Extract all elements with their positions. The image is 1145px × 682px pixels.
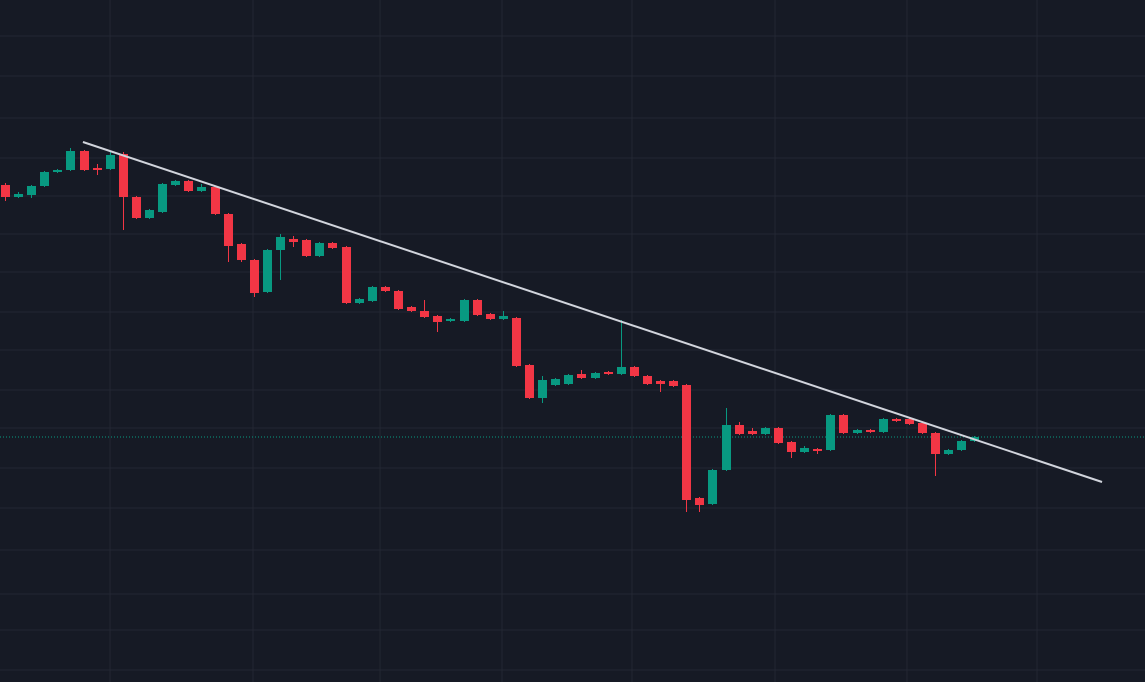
candle-body bbox=[695, 498, 704, 505]
candle-body bbox=[250, 260, 259, 293]
candle-body bbox=[276, 237, 285, 250]
candle-body bbox=[342, 247, 351, 303]
candle-body bbox=[905, 419, 914, 424]
candle-body bbox=[407, 307, 416, 311]
candle-body bbox=[604, 372, 613, 374]
candle-body bbox=[355, 299, 364, 303]
candle-body bbox=[813, 449, 822, 451]
candle-body bbox=[892, 419, 901, 421]
candle-body bbox=[473, 300, 482, 315]
candle-body bbox=[669, 381, 678, 386]
candle-body bbox=[722, 425, 731, 470]
candle-body bbox=[433, 316, 442, 322]
candle-body bbox=[551, 379, 560, 385]
candle-body bbox=[839, 415, 848, 433]
candle-body bbox=[853, 430, 862, 433]
candle-body bbox=[381, 287, 390, 291]
candle-body bbox=[106, 155, 115, 169]
candle-body bbox=[735, 425, 744, 434]
candle-body bbox=[577, 374, 586, 378]
candle-body bbox=[145, 210, 154, 218]
candle-body bbox=[486, 314, 495, 319]
candle-body bbox=[931, 433, 940, 454]
candle-body bbox=[171, 181, 180, 185]
candle-body bbox=[800, 448, 809, 452]
candle-body bbox=[499, 316, 508, 319]
candle-body bbox=[263, 250, 272, 292]
candle-body bbox=[211, 187, 220, 214]
candle-body bbox=[420, 311, 429, 317]
candle-body bbox=[1, 185, 10, 197]
candle-body bbox=[866, 430, 875, 432]
candle-body bbox=[774, 428, 783, 443]
candle-body bbox=[748, 431, 757, 434]
candle-body bbox=[289, 239, 298, 242]
candle-body bbox=[14, 194, 23, 197]
candle-body bbox=[617, 367, 626, 374]
candle-body bbox=[302, 240, 311, 256]
candle-body bbox=[66, 151, 75, 170]
candle-body bbox=[460, 300, 469, 321]
candle-body bbox=[512, 318, 521, 366]
candle-body bbox=[656, 381, 665, 384]
candle-body bbox=[224, 214, 233, 246]
candle-body bbox=[132, 197, 141, 218]
candle-body bbox=[591, 373, 600, 378]
candle-body bbox=[525, 365, 534, 398]
candle-body bbox=[538, 380, 547, 398]
candle-body bbox=[80, 151, 89, 170]
candle-body bbox=[119, 154, 128, 197]
candle-body bbox=[368, 287, 377, 301]
candle-body bbox=[53, 170, 62, 172]
candle-body bbox=[944, 450, 953, 454]
candle-body bbox=[40, 172, 49, 186]
candle-body bbox=[315, 243, 324, 256]
candle-body bbox=[682, 385, 691, 500]
candle-body bbox=[158, 184, 167, 212]
candle-body bbox=[197, 187, 206, 191]
candle-body bbox=[184, 181, 193, 191]
candle-body bbox=[446, 319, 455, 321]
candle-body bbox=[328, 243, 337, 248]
candle-body bbox=[787, 442, 796, 452]
candle-body bbox=[564, 375, 573, 384]
candle-body bbox=[237, 244, 246, 260]
candle-body bbox=[708, 470, 717, 504]
candle-body bbox=[27, 186, 36, 195]
candle-body bbox=[93, 168, 102, 170]
candle-body bbox=[761, 428, 770, 434]
candle-body bbox=[826, 415, 835, 450]
candle-body bbox=[879, 419, 888, 432]
candle-body bbox=[957, 441, 966, 450]
candle-body bbox=[394, 291, 403, 309]
candle-body bbox=[630, 367, 639, 376]
candle-body bbox=[918, 423, 927, 433]
candle-body bbox=[643, 376, 652, 384]
trendline bbox=[82, 141, 1103, 483]
